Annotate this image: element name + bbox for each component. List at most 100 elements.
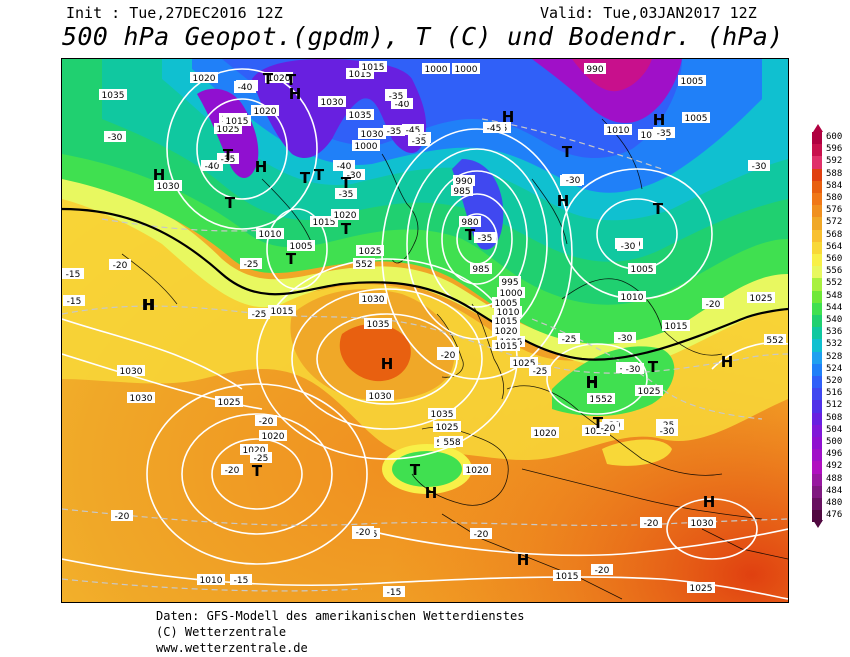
isotherm-label-box bbox=[483, 122, 505, 133]
isobar-label-box bbox=[494, 306, 522, 317]
isotherm-label-box bbox=[248, 308, 270, 319]
isobar-label: 1005 bbox=[681, 77, 704, 87]
legend-label-568: 568 bbox=[826, 229, 843, 240]
isobar-label: 1020 bbox=[262, 432, 285, 442]
geopotential-label: 558 bbox=[443, 438, 460, 448]
isotherm-label: -35 bbox=[478, 234, 493, 244]
low-pressure-center: T bbox=[223, 146, 234, 164]
high-pressure-center: H bbox=[557, 192, 570, 210]
isobar-label: 1010 bbox=[641, 131, 664, 141]
isobar-label-box bbox=[553, 570, 581, 581]
isobar-label-box bbox=[433, 421, 461, 432]
isotherm-label: -20 bbox=[225, 466, 240, 476]
isobar-label-box bbox=[662, 320, 690, 331]
isotherm-label-box bbox=[201, 160, 223, 171]
isotherm-label-box bbox=[333, 160, 355, 171]
high-pressure-center: H bbox=[143, 296, 156, 314]
legend-swatch-568 bbox=[812, 229, 822, 242]
isotherm-label: -20 bbox=[644, 519, 659, 529]
geopotential-label-box bbox=[593, 393, 615, 404]
isobar-label: 1000 bbox=[425, 65, 448, 75]
legend-label-496: 496 bbox=[826, 449, 843, 460]
legend-label-560: 560 bbox=[826, 254, 843, 264]
isobar-label: 1015 bbox=[665, 322, 688, 332]
isobar-label-box bbox=[747, 292, 775, 303]
isotherm-label: -40 bbox=[205, 162, 220, 172]
isobar-label-box bbox=[531, 427, 559, 438]
legend-swatch-544 bbox=[812, 302, 822, 315]
legend-label-576: 576 bbox=[826, 205, 843, 216]
isobar-label-box bbox=[331, 209, 359, 220]
isobar-label: 1010 bbox=[200, 576, 223, 586]
isotherm-label-box bbox=[255, 415, 277, 426]
isotherm-label: -30 bbox=[108, 133, 123, 143]
isotherm-label: -35 bbox=[221, 155, 236, 165]
legend-swatch-524 bbox=[812, 363, 822, 376]
weather-map: 1020 1020 1015 1015 1000 1000 990 1005 1035 1025 1… bbox=[61, 58, 789, 603]
isotherm-label: -20 bbox=[601, 424, 616, 434]
isobar-label: 1015 bbox=[226, 117, 249, 127]
isobar-label-box bbox=[310, 216, 338, 227]
isobar-label: 990 bbox=[455, 177, 472, 187]
isobar-label: 1020 bbox=[534, 429, 557, 439]
low-pressure-center: T bbox=[286, 71, 297, 89]
isobar-label: 1030 bbox=[321, 98, 344, 108]
isotherm-label: -30 bbox=[618, 334, 633, 344]
isobar-label: 1025 bbox=[218, 398, 241, 408]
legend-swatch-596 bbox=[812, 144, 822, 157]
isobar-label-box bbox=[265, 72, 293, 83]
legend-label-492: 492 bbox=[826, 461, 843, 472]
high-pressure-center: H bbox=[703, 493, 716, 511]
high-pressure-center: H bbox=[502, 108, 515, 126]
low-pressure-center: T bbox=[653, 200, 664, 218]
isobar-label-box bbox=[678, 75, 706, 86]
isotherm-label: -25 bbox=[533, 367, 548, 377]
isotherm-label-box bbox=[104, 131, 126, 142]
legend-label-480: 480 bbox=[826, 498, 843, 508]
isotherm-label-box bbox=[109, 259, 131, 270]
isotherm-label-box bbox=[385, 90, 407, 101]
isobar-label-box bbox=[259, 430, 287, 441]
isobar-label: 990 bbox=[586, 65, 603, 75]
footer-website[interactable]: www.wetterzentrale.de bbox=[156, 641, 308, 655]
isotherm-label: -40 bbox=[238, 83, 253, 93]
legend-swatch-480 bbox=[812, 498, 822, 511]
isobar-label: 1025 bbox=[638, 387, 661, 397]
geopotential-label-box bbox=[441, 436, 463, 447]
legend-swatch-500 bbox=[812, 437, 822, 450]
isotherm-label: -15 bbox=[387, 588, 402, 598]
isobar-label: 1015 bbox=[495, 342, 518, 352]
isobar-label-box bbox=[364, 318, 392, 329]
legend-label-516: 516 bbox=[826, 388, 843, 399]
legend-swatch-496 bbox=[812, 449, 822, 462]
low-pressure-center: T bbox=[314, 166, 325, 184]
isotherm-label: -30 bbox=[621, 242, 636, 252]
isotherm-label-box bbox=[408, 135, 430, 146]
isobar-label-box bbox=[497, 287, 525, 298]
legend-label-524: 524 bbox=[826, 363, 843, 374]
legend-label-588: 588 bbox=[826, 168, 843, 179]
isotherm-label: -15 bbox=[67, 297, 82, 307]
isobar-label: 1030 bbox=[120, 367, 143, 377]
isobar-label-box bbox=[687, 582, 715, 593]
low-pressure-center: T bbox=[252, 462, 263, 480]
isobar-label: 1020 bbox=[268, 74, 291, 84]
geopotential-label-box bbox=[764, 334, 786, 345]
isotherm-label-box bbox=[597, 422, 619, 433]
legend-swatch-508 bbox=[812, 412, 822, 425]
legend-label-592: 592 bbox=[826, 156, 843, 167]
isobar-label-box bbox=[197, 574, 225, 585]
isotherm-label-box bbox=[656, 425, 678, 436]
high-pressure-center: H bbox=[289, 85, 302, 103]
isobar-label-box bbox=[451, 185, 473, 196]
isotherm-label-box bbox=[591, 564, 613, 575]
high-pressure-center: H bbox=[381, 355, 394, 373]
legend-swatch-520 bbox=[812, 376, 822, 389]
geopotential-label: 552 bbox=[355, 260, 372, 270]
geopotential-label: 552 bbox=[766, 336, 783, 346]
low-pressure-center: T bbox=[648, 358, 659, 376]
high-pressure-center: H bbox=[517, 551, 530, 569]
isotherm-label: -40 bbox=[337, 162, 352, 172]
isotherm-label: -25 bbox=[254, 454, 269, 464]
